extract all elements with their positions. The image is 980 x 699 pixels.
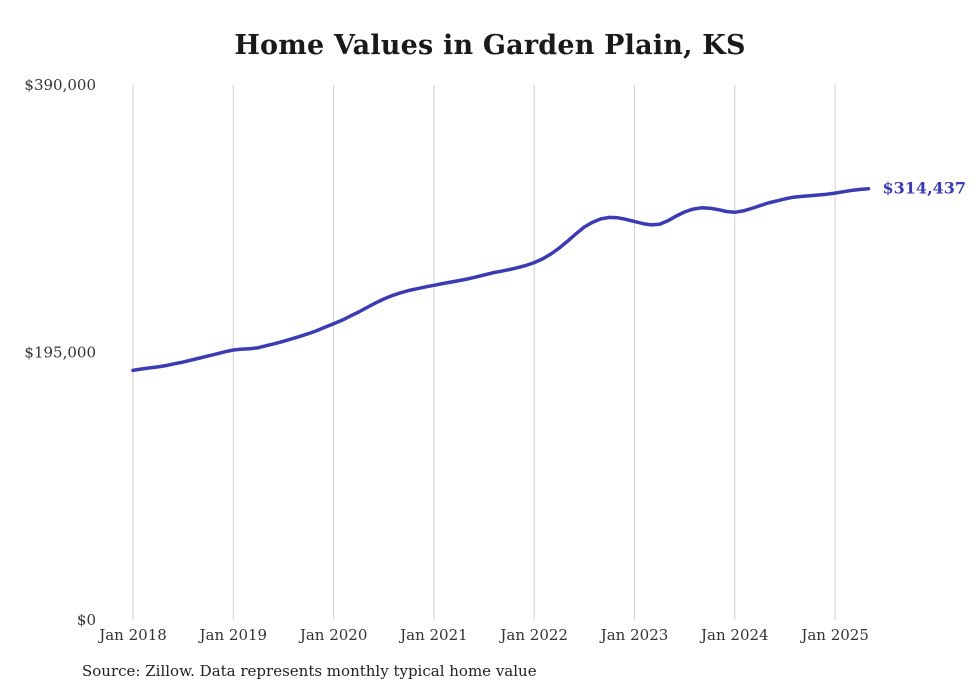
x-tick-label: Jan 2023 — [599, 626, 669, 644]
x-tick-label: Jan 2022 — [498, 626, 568, 644]
source-note: Source: Zillow. Data represents monthly … — [82, 662, 537, 680]
x-tick-label: Jan 2024 — [699, 626, 769, 644]
x-tick-label: Jan 2019 — [198, 626, 268, 644]
x-tick-label: Jan 2025 — [799, 626, 869, 644]
home-value-line — [131, 186, 871, 373]
x-tick-label: Jan 2020 — [298, 626, 368, 644]
y-tick-label: $0 — [77, 611, 96, 629]
y-tick-label: $195,000 — [24, 344, 96, 362]
y-tick-label: $390,000 — [24, 76, 96, 94]
final-value-label: $314,437 — [883, 179, 967, 198]
x-tick-label: Jan 2018 — [97, 626, 167, 644]
chart-title: Home Values in Garden Plain, KS — [234, 30, 746, 61]
x-tick-label: Jan 2021 — [398, 626, 468, 644]
